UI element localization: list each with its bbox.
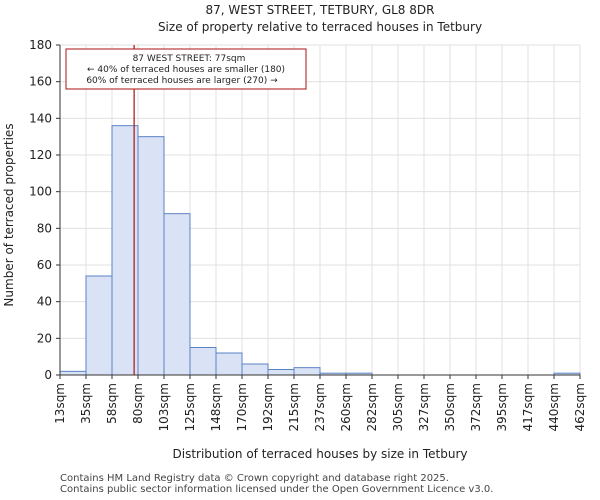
x-axis-label: Distribution of terraced houses by size … bbox=[173, 447, 468, 461]
x-tick-label: 35sqm bbox=[79, 383, 93, 424]
bar bbox=[215, 352, 243, 376]
chart-title-line1: 87, WEST STREET, TETBURY, GL8 8DR bbox=[206, 3, 435, 17]
x-tick-label: 103sqm bbox=[157, 383, 171, 431]
x-tick-label: 170sqm bbox=[235, 383, 249, 431]
x-tick-label: 350sqm bbox=[443, 383, 457, 431]
x-tick-label: 440sqm bbox=[547, 383, 561, 431]
annotation-box: 87 WEST STREET: 77sqm ← 40% of terraced … bbox=[65, 48, 307, 90]
bar bbox=[293, 367, 321, 376]
y-tick-label: 80 bbox=[37, 221, 52, 235]
annotation-line3: 60% of terraced houses are larger (270) … bbox=[86, 76, 278, 86]
x-tick-label: 237sqm bbox=[313, 383, 327, 431]
x-tick-label: 58sqm bbox=[105, 383, 119, 424]
y-tick-label: 120 bbox=[29, 148, 52, 162]
annotation-line1: 87 WEST STREET: 77sqm bbox=[133, 54, 246, 64]
bar bbox=[85, 275, 113, 376]
x-tick-label: 372sqm bbox=[469, 383, 483, 431]
footer-line2: Contains public sector information licen… bbox=[60, 484, 494, 495]
x-ticks: 13sqm 35sqm 58sqm 80sqm 103sqm 125sqm 148sqm 17… bbox=[53, 375, 587, 431]
y-tick-label: 0 bbox=[44, 368, 52, 382]
annotation-line2: ← 40% of terraced houses are smaller (18… bbox=[87, 65, 285, 75]
y-tick-label: 180 bbox=[29, 38, 52, 52]
y-tick-label: 100 bbox=[29, 185, 52, 199]
y-tick-label: 60 bbox=[37, 258, 52, 272]
x-tick-label: 395sqm bbox=[495, 383, 509, 431]
x-tick-label: 282sqm bbox=[365, 383, 379, 431]
y-tick-label: 140 bbox=[29, 111, 52, 125]
y-tick-label: 40 bbox=[37, 295, 52, 309]
x-tick-label: 192sqm bbox=[261, 383, 275, 431]
x-tick-label: 13sqm bbox=[53, 383, 67, 424]
attribution-footer: Contains HM Land Registry data © Crown c… bbox=[60, 473, 493, 495]
bar bbox=[189, 347, 217, 376]
x-tick-label: 260sqm bbox=[339, 383, 353, 431]
y-tick-label: 20 bbox=[37, 331, 52, 345]
x-tick-label: 462sqm bbox=[573, 383, 587, 431]
bar bbox=[241, 363, 269, 376]
x-tick-label: 80sqm bbox=[131, 383, 145, 424]
x-tick-label: 148sqm bbox=[209, 383, 223, 431]
x-tick-label: 125sqm bbox=[183, 383, 197, 431]
chart-title-line2: Size of property relative to terraced ho… bbox=[158, 20, 482, 34]
x-tick-label: 305sqm bbox=[391, 383, 405, 431]
y-ticks: 0 20 40 60 80 100 120 140 160 180 bbox=[29, 38, 60, 382]
footer-line1: Contains HM Land Registry data © Crown c… bbox=[60, 473, 449, 484]
x-tick-label: 215sqm bbox=[287, 383, 301, 431]
x-tick-label: 417sqm bbox=[521, 383, 535, 431]
x-tick-label: 327sqm bbox=[417, 383, 431, 431]
bar bbox=[267, 369, 295, 376]
bar bbox=[59, 370, 87, 376]
bar bbox=[137, 136, 165, 376]
annotation-frame bbox=[65, 48, 307, 90]
y-axis-label: Number of terraced properties bbox=[2, 123, 16, 306]
y-tick-label: 160 bbox=[29, 75, 52, 89]
bar bbox=[163, 213, 191, 376]
